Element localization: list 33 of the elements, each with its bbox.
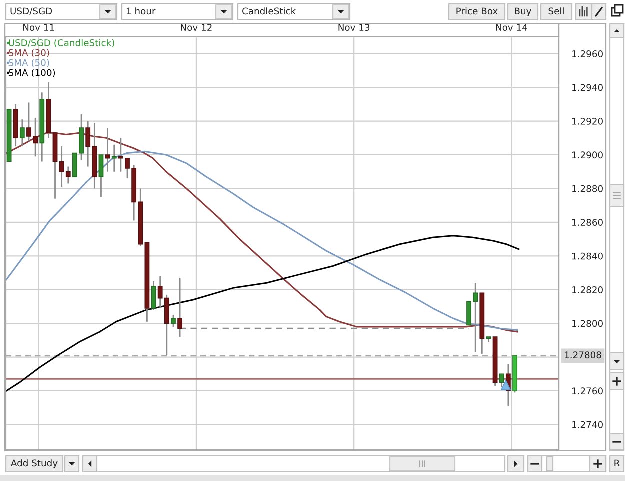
text: Sell (548, 8, 564, 15)
y-tick-label: 1.2740 (572, 421, 603, 428)
text: 1 hour (127, 8, 156, 15)
y-tick-label: 1.2760 (572, 388, 603, 395)
candlestick (105, 127, 110, 173)
ref-line-label: 1.27808 (565, 352, 602, 359)
legend-label: SMA (100) (8, 69, 56, 78)
y-tick-label: 1.2840 (572, 252, 603, 260)
legend-label: SMA (50) (8, 59, 50, 68)
chart-title: USD/SGD (10, 8, 52, 16)
text: Buy (515, 8, 532, 16)
y-tick-label: 1.2920 (572, 118, 603, 125)
y-tick-label: 1.2820 (572, 286, 603, 294)
x-tick-label: Nov 11 (24, 24, 54, 32)
text: CandleStick (242, 8, 296, 15)
candlestick (98, 154, 104, 198)
candlestick (20, 118, 25, 148)
y-tick-label: 1.2960 (572, 50, 603, 58)
x-tick-label: Nov 13 (338, 24, 370, 32)
y-tick-label: 1.2940 (572, 84, 603, 92)
y-tick-label: 1.2900 (572, 152, 603, 159)
text: R (614, 460, 620, 467)
y-tick-label: 1.2860 (572, 219, 603, 226)
legend-label: USD/SGD (CandleStick) (9, 39, 114, 48)
y-tick-label: 1.2800 (572, 320, 603, 328)
candlestick (171, 314, 176, 328)
text: Price Box (456, 8, 498, 15)
candlestick (151, 280, 156, 311)
candlestick (112, 144, 117, 173)
legend-label: SMA (30) (8, 49, 50, 58)
x-tick-label: Nov 14 (496, 24, 528, 32)
text: Add Study (11, 460, 58, 468)
y-tick-label: 1.2880 (572, 185, 603, 192)
